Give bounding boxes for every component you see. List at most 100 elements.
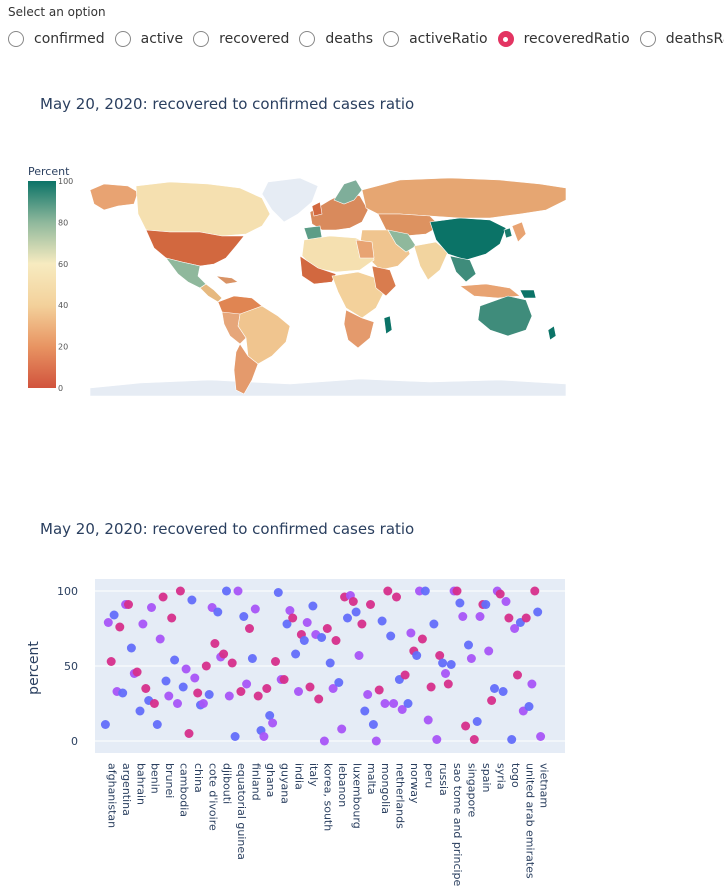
data-point[interactable] bbox=[360, 706, 370, 716]
data-point[interactable] bbox=[521, 613, 531, 623]
data-point[interactable] bbox=[420, 586, 430, 596]
data-point[interactable] bbox=[279, 675, 289, 684]
data-point[interactable] bbox=[265, 711, 275, 720]
data-point[interactable] bbox=[363, 690, 373, 699]
data-point[interactable] bbox=[527, 679, 537, 689]
data-point[interactable] bbox=[288, 613, 298, 623]
data-point[interactable] bbox=[469, 735, 479, 744]
data-point[interactable] bbox=[392, 592, 401, 602]
data-point[interactable] bbox=[507, 735, 517, 744]
data-point[interactable] bbox=[426, 682, 436, 692]
data-point[interactable] bbox=[441, 669, 450, 678]
data-point[interactable] bbox=[132, 667, 142, 677]
data-point[interactable] bbox=[155, 634, 165, 644]
data-point[interactable] bbox=[282, 619, 292, 629]
data-point[interactable] bbox=[236, 687, 246, 696]
data-point[interactable] bbox=[446, 660, 456, 669]
data-point[interactable] bbox=[250, 604, 260, 614]
data-point[interactable] bbox=[201, 661, 211, 671]
data-point[interactable] bbox=[187, 595, 197, 605]
data-point[interactable] bbox=[224, 691, 234, 701]
data-point[interactable] bbox=[429, 619, 439, 629]
data-point[interactable] bbox=[374, 685, 384, 695]
data-point[interactable] bbox=[198, 699, 208, 708]
choropleth-map[interactable]: Percent 100 80 60 40 20 0 bbox=[0, 130, 724, 570]
data-point[interactable] bbox=[337, 724, 347, 734]
data-point[interactable] bbox=[285, 606, 295, 615]
data-point[interactable] bbox=[149, 699, 159, 708]
data-point[interactable] bbox=[308, 601, 318, 611]
data-point[interactable] bbox=[268, 718, 278, 728]
radio-option-recoveredratio[interactable]: recoveredRatio bbox=[497, 31, 630, 47]
data-point[interactable] bbox=[423, 715, 433, 725]
data-point[interactable] bbox=[348, 597, 358, 606]
data-point[interactable] bbox=[253, 691, 263, 701]
data-point[interactable] bbox=[334, 678, 344, 687]
data-point[interactable] bbox=[432, 735, 442, 744]
data-point[interactable] bbox=[193, 688, 203, 698]
data-point[interactable] bbox=[158, 592, 168, 602]
data-point[interactable] bbox=[161, 676, 171, 686]
data-point[interactable] bbox=[227, 658, 237, 668]
data-point[interactable] bbox=[291, 649, 301, 659]
data-point[interactable] bbox=[400, 670, 410, 680]
data-point[interactable] bbox=[219, 649, 229, 659]
data-point[interactable] bbox=[100, 720, 110, 729]
data-point[interactable] bbox=[536, 732, 546, 741]
data-point[interactable] bbox=[351, 607, 361, 617]
data-point[interactable] bbox=[138, 619, 148, 629]
radio-unchecked-icon[interactable] bbox=[639, 31, 656, 47]
data-point[interactable] bbox=[245, 624, 254, 633]
radio-option-deathsratio[interactable]: deathsRatio bbox=[639, 31, 724, 47]
data-point[interactable] bbox=[302, 618, 312, 627]
data-point[interactable] bbox=[331, 636, 341, 645]
data-point[interactable] bbox=[377, 616, 387, 626]
data-point[interactable] bbox=[222, 586, 231, 596]
data-point[interactable] bbox=[435, 651, 445, 660]
data-point[interactable] bbox=[461, 721, 471, 731]
data-point[interactable] bbox=[472, 717, 482, 726]
data-point[interactable] bbox=[490, 684, 499, 693]
data-point[interactable] bbox=[501, 597, 511, 606]
data-point[interactable] bbox=[314, 694, 324, 704]
data-point[interactable] bbox=[452, 586, 462, 596]
data-point[interactable] bbox=[126, 643, 136, 653]
data-point[interactable] bbox=[233, 586, 243, 596]
data-point[interactable] bbox=[152, 720, 162, 729]
data-point[interactable] bbox=[328, 684, 338, 693]
data-point[interactable] bbox=[443, 679, 453, 689]
data-point[interactable] bbox=[504, 613, 514, 623]
data-point[interactable] bbox=[366, 600, 375, 609]
data-point[interactable] bbox=[417, 634, 427, 644]
radio-option-recovered[interactable]: recovered bbox=[193, 31, 289, 47]
data-point[interactable] bbox=[147, 603, 156, 612]
data-point[interactable] bbox=[242, 679, 252, 689]
data-point[interactable] bbox=[190, 673, 200, 683]
data-point[interactable] bbox=[322, 624, 332, 633]
data-point[interactable] bbox=[170, 655, 180, 665]
data-point[interactable] bbox=[135, 706, 145, 716]
data-point[interactable] bbox=[371, 736, 381, 746]
data-point[interactable] bbox=[389, 699, 399, 708]
data-point[interactable] bbox=[343, 613, 352, 623]
data-point[interactable] bbox=[325, 658, 335, 668]
data-point[interactable] bbox=[406, 628, 416, 638]
radio-option-deaths[interactable]: deaths bbox=[299, 31, 373, 47]
data-point[interactable] bbox=[383, 586, 393, 596]
data-point[interactable] bbox=[317, 633, 327, 642]
data-point[interactable] bbox=[533, 607, 543, 617]
data-point[interactable] bbox=[262, 684, 272, 693]
data-point[interactable] bbox=[319, 736, 329, 746]
data-point[interactable] bbox=[175, 586, 185, 596]
data-point[interactable] bbox=[475, 612, 485, 621]
data-point[interactable] bbox=[118, 688, 128, 698]
data-point[interactable] bbox=[510, 624, 520, 633]
data-point[interactable] bbox=[184, 729, 194, 738]
data-point[interactable] bbox=[484, 646, 494, 656]
radio-option-active[interactable]: active bbox=[114, 31, 183, 47]
data-point[interactable] bbox=[397, 705, 407, 714]
data-point[interactable] bbox=[481, 600, 491, 609]
radio-unchecked-icon[interactable] bbox=[114, 31, 131, 47]
data-point[interactable] bbox=[530, 586, 540, 596]
radio-unchecked-icon[interactable] bbox=[299, 31, 316, 47]
